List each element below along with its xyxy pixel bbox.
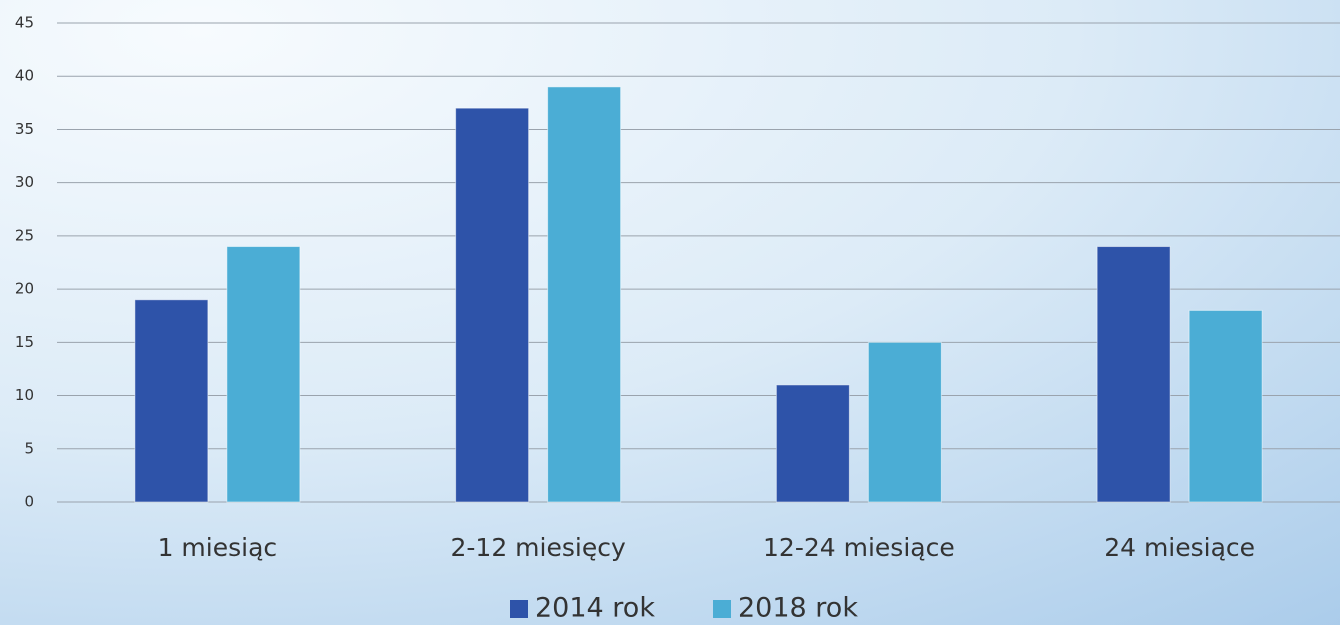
legend-label: 2018 rok: [738, 593, 858, 624]
legend-swatch: [713, 600, 731, 618]
y-tick-label: 40: [15, 67, 34, 85]
bar: [547, 86, 622, 503]
x-tick-label: 1 miesiąc: [158, 533, 278, 562]
x-tick-label: 2-12 miesięcy: [450, 533, 625, 562]
bar: [226, 246, 301, 503]
bar: [1096, 246, 1171, 503]
bar: [775, 384, 850, 503]
bar: [134, 299, 209, 503]
y-tick-label: 30: [15, 173, 34, 191]
y-tick-label: 10: [15, 386, 34, 404]
y-tick-label: 20: [15, 280, 34, 298]
y-tick-label: 0: [24, 493, 34, 511]
x-tick-label: 24 miesiące: [1104, 533, 1255, 562]
y-tick-label: 45: [15, 14, 34, 32]
y-tick-label: 15: [15, 333, 34, 351]
bar: [455, 107, 530, 503]
legend-label: 2014 rok: [535, 593, 655, 624]
bar: [867, 341, 942, 503]
y-tick-label: 5: [24, 439, 34, 457]
bar: [1188, 309, 1263, 503]
y-tick-label: 25: [15, 226, 34, 244]
x-tick-label: 12-24 miesiące: [763, 533, 955, 562]
legend-swatch: [510, 600, 528, 618]
y-tick-label: 35: [15, 120, 34, 138]
